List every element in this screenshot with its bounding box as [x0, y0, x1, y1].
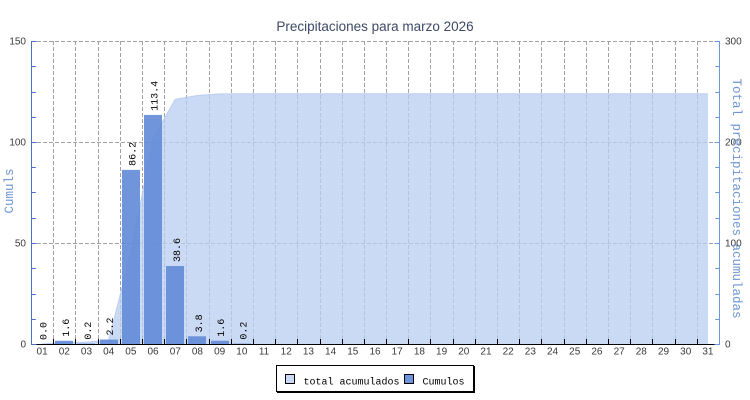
svg-text:24: 24 [547, 347, 559, 358]
svg-text:07: 07 [170, 347, 182, 358]
svg-text:28: 28 [636, 347, 648, 358]
svg-text:0.0: 0.0 [40, 322, 51, 340]
svg-text:14: 14 [325, 347, 337, 358]
svg-text:0: 0 [20, 340, 26, 351]
svg-text:27: 27 [614, 347, 626, 358]
svg-text:17: 17 [392, 347, 404, 358]
svg-text:Cumuls: Cumuls [3, 168, 17, 213]
svg-text:0: 0 [725, 340, 731, 351]
svg-text:0.2: 0.2 [239, 322, 250, 340]
svg-text:12: 12 [281, 347, 293, 358]
svg-text:150: 150 [9, 37, 26, 48]
svg-text:18: 18 [414, 347, 426, 358]
svg-text:Cumulos: Cumulos [423, 377, 465, 389]
svg-text:113.4: 113.4 [151, 81, 162, 111]
svg-text:300: 300 [725, 37, 742, 48]
svg-text:03: 03 [81, 347, 93, 358]
svg-text:04: 04 [103, 347, 115, 358]
svg-text:1.6: 1.6 [217, 319, 228, 337]
svg-text:0.2: 0.2 [84, 322, 95, 340]
svg-text:100: 100 [725, 239, 742, 250]
svg-text:21: 21 [480, 347, 492, 358]
svg-text:50: 50 [15, 239, 27, 250]
svg-text:13: 13 [303, 347, 315, 358]
svg-text:25: 25 [569, 347, 581, 358]
svg-text:200: 200 [725, 138, 742, 149]
svg-text:31: 31 [702, 347, 714, 358]
svg-text:05: 05 [125, 347, 137, 358]
svg-text:30: 30 [680, 347, 692, 358]
svg-text:29: 29 [658, 347, 670, 358]
svg-text:11: 11 [259, 347, 270, 358]
svg-text:100: 100 [9, 138, 26, 149]
svg-text:19: 19 [436, 347, 448, 358]
svg-text:20: 20 [458, 347, 470, 358]
svg-text:2.2: 2.2 [106, 318, 117, 336]
svg-text:22: 22 [503, 347, 515, 358]
svg-text:16: 16 [369, 347, 381, 358]
svg-text:15: 15 [347, 347, 359, 358]
svg-text:total acumulados: total acumulados [304, 377, 400, 389]
svg-text:09: 09 [214, 347, 226, 358]
svg-text:Precipitaciones para marzo 202: Precipitaciones para marzo 2026 [276, 19, 473, 34]
svg-text:38.6: 38.6 [173, 238, 184, 262]
svg-text:Total precipitaciones acumulad: Total precipitaciones acumuladas [729, 78, 743, 318]
svg-text:86.2: 86.2 [128, 142, 139, 166]
svg-text:10: 10 [236, 347, 248, 358]
svg-text:23: 23 [525, 347, 537, 358]
svg-text:08: 08 [192, 347, 204, 358]
svg-text:01: 01 [37, 347, 49, 358]
svg-text:26: 26 [591, 347, 603, 358]
svg-text:3.8: 3.8 [195, 314, 206, 332]
svg-text:06: 06 [147, 347, 159, 358]
svg-text:02: 02 [59, 347, 71, 358]
svg-text:1.6: 1.6 [62, 319, 73, 337]
